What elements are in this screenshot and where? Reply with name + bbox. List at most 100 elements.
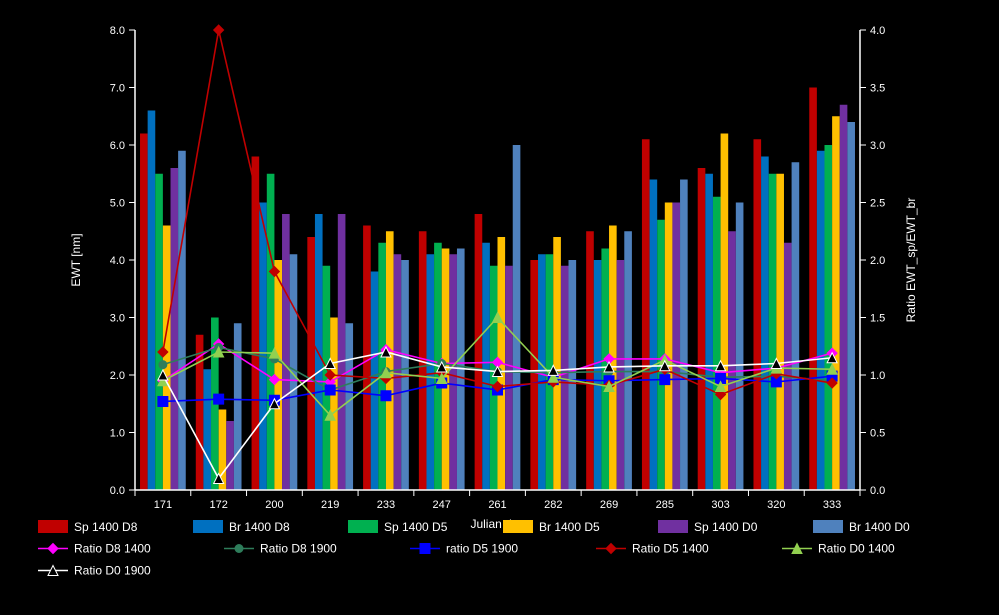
x-tick-label: 269 [600,499,618,511]
bar-br_d8 [705,174,713,490]
legend-label-br_d8: Br 1400 D8 [229,520,290,534]
bar-sp_d8 [363,226,371,491]
bar-sp_d8 [586,231,594,490]
legend-label-r_d8_19: Ratio D8 1900 [260,542,337,556]
bar-sp_d5 [267,174,275,490]
yl-tick-label: 3.0 [110,313,125,325]
bar-sp_d5 [713,197,721,490]
marker-r_d5_19 [660,375,670,385]
bar-sp_d0 [561,266,569,490]
bar-br_d0 [736,203,744,491]
bar-br_d0 [680,180,688,491]
marker-r_d5_19 [325,385,335,395]
bar-br_d0 [624,231,632,490]
yl-tick-label: 5.0 [110,198,125,210]
bar-sp_d5 [490,266,498,490]
yr-tick-label: 2.5 [870,198,885,210]
legend-label-r_d0_14: Ratio D0 1400 [818,542,895,556]
bar-sp_d0 [505,266,513,490]
legend-label-br_d0: Br 1400 D0 [849,520,910,534]
bar-sp_d0 [282,214,290,490]
yl-tick-label: 2.0 [110,370,125,382]
bar-sp_d5 [155,174,163,490]
yr-tick-label: 1.5 [870,313,885,325]
x-tick-label: 172 [209,499,227,511]
yr-tick-label: 3.0 [870,140,885,152]
bar-sp_d0 [672,203,680,491]
bar-sp_d8 [475,214,483,490]
bar-sp_d5 [824,145,832,490]
marker-r_d5_19 [381,391,391,401]
bar-sp_d0 [840,105,848,490]
x-tick-label: 200 [265,499,283,511]
bar-sp_d8 [252,157,260,491]
bar-br_d8 [650,180,658,491]
bar-br_d0 [792,162,800,490]
bar-br_d8 [594,260,602,490]
bar-br_d8 [148,111,156,491]
bar-sp_d0 [728,231,736,490]
bar-br_d5 [553,237,561,490]
bar-sp_d0 [449,254,457,490]
legend-label-sp_d0: Sp 1400 D0 [694,520,758,534]
y-left-title: EWT [nm] [69,233,83,286]
bar-sp_d8 [307,237,315,490]
legend-swatch-sp_d5 [348,520,378,533]
legend-label-r_d0_19: Ratio D0 1900 [74,564,151,578]
x-tick-label: 171 [154,499,172,511]
combo-chart: 0.01.02.03.04.05.06.07.08.00.00.51.01.52… [0,0,999,615]
legend-swatch-sp_d8 [38,520,68,533]
legend-label-r_d5_19: ratio D5 1900 [446,542,518,556]
bar-sp_d0 [171,168,179,490]
legend-label-sp_d8: Sp 1400 D8 [74,520,138,534]
yl-tick-label: 0.0 [110,485,125,497]
legend-swatch-br_d5 [503,520,533,533]
yl-tick-label: 4.0 [110,255,125,267]
chart-container: 0.01.02.03.04.05.06.07.08.00.00.51.01.52… [0,0,999,615]
y-right-title: Ratio EWT_sp/EWT_br [904,198,918,323]
yr-tick-label: 0.0 [870,485,885,497]
bar-sp_d0 [394,254,402,490]
bar-br_d0 [234,323,242,490]
bar-br_d8 [315,214,323,490]
marker-r_d5_19 [158,396,168,406]
bar-br_d0 [569,260,577,490]
x-tick-label: 320 [767,499,785,511]
yr-tick-label: 4.0 [870,25,885,37]
yr-tick-label: 1.0 [870,370,885,382]
x-tick-label: 219 [321,499,339,511]
bar-br_d0 [178,151,186,490]
bar-br_d5 [330,318,338,491]
legend-label-sp_d5: Sp 1400 D5 [384,520,448,534]
bar-sp_d5 [378,243,386,490]
yr-tick-label: 3.5 [870,83,885,95]
marker-r_d8_19 [159,361,167,369]
bar-br_d8 [761,157,769,491]
bar-sp_d0 [226,421,234,490]
yl-tick-label: 1.0 [110,428,125,440]
legend-marker-r_d8_19 [235,545,243,553]
bar-br_d5 [665,203,673,491]
x-tick-label: 247 [433,499,451,511]
legend-label-r_d5_14: Ratio D5 1400 [632,542,709,556]
x-tick-label: 261 [488,499,506,511]
bar-sp_d8 [698,168,706,490]
yr-tick-label: 2.0 [870,255,885,267]
legend-swatch-sp_d0 [658,520,688,533]
bar-br_d5 [832,116,840,490]
yl-tick-label: 6.0 [110,140,125,152]
bar-br_d8 [203,369,211,490]
legend-label-br_d5: Br 1400 D5 [539,520,600,534]
x-tick-label: 285 [656,499,674,511]
bar-sp_d0 [338,214,346,490]
bar-sp_d0 [617,260,625,490]
legend-label-r_d8_14: Ratio D8 1400 [74,542,151,556]
bar-br_d8 [426,254,434,490]
bar-sp_d5 [769,174,777,490]
bar-sp_d8 [530,260,538,490]
x-tick-label: 333 [823,499,841,511]
bar-sp_d8 [140,134,148,491]
bar-br_d5 [776,174,784,490]
legend-marker-r_d5_19 [420,544,430,554]
legend-swatch-br_d0 [813,520,843,533]
